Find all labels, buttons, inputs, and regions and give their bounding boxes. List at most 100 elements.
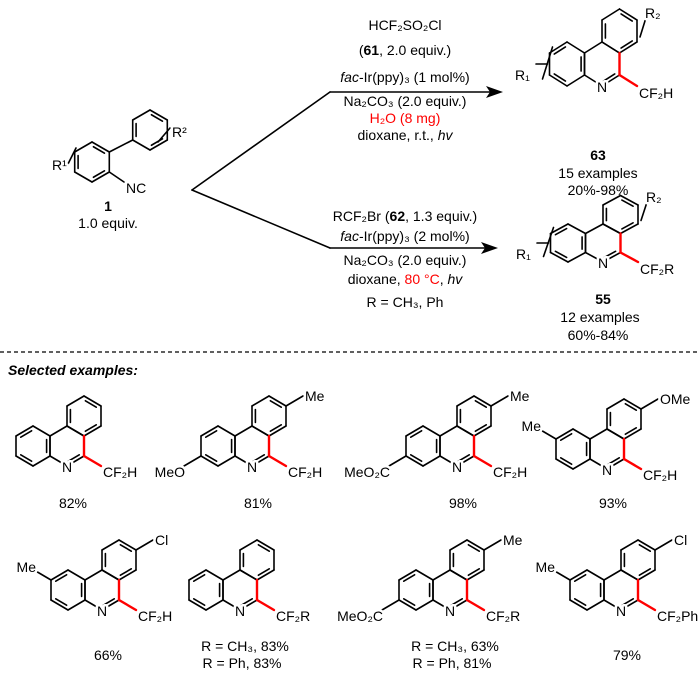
double-bond-line [620, 13, 634, 22]
reagent-equiv: (61, 2.0 equiv.) [359, 42, 451, 58]
bond [131, 109, 151, 121]
bond [268, 425, 287, 437]
double-bond-line [192, 598, 206, 607]
bond [398, 569, 417, 581]
double-bond-line [119, 543, 133, 552]
bond [32, 455, 51, 467]
substituent-label: CF₂H [639, 85, 673, 101]
compound-id: 63 [590, 147, 606, 163]
examples-count: 15 examples [558, 165, 637, 181]
bond [439, 425, 458, 437]
double-bond-line [409, 429, 423, 438]
bond [251, 425, 270, 437]
double-bond-line [559, 457, 573, 466]
nitrogen-label: N [597, 79, 607, 95]
substituent-label: CF₂H [493, 464, 527, 480]
reagent-label: RCF₂Br (62, 1.3 equiv.) [333, 208, 477, 224]
bond [50, 569, 69, 581]
double-bond-line [638, 568, 652, 577]
bond [601, 41, 621, 54]
double-bond-line [102, 598, 116, 607]
r1-label: R¹ [52, 157, 67, 173]
highlighted-substituent-bond [465, 598, 486, 612]
bond [101, 539, 120, 551]
arrow-head-lower [481, 242, 498, 254]
bond [239, 569, 258, 581]
bond [566, 74, 586, 87]
bond [432, 599, 451, 611]
bond [601, 8, 621, 21]
bond [606, 398, 625, 410]
double-bond-line [621, 598, 635, 607]
bond [188, 569, 207, 581]
starting-material: R¹ R² NC 1 1.0 equiv. [50, 122, 190, 232]
bond [449, 539, 468, 551]
bond [83, 425, 102, 437]
bond [606, 428, 625, 440]
double-bond-line [573, 598, 587, 607]
bond [398, 599, 417, 611]
substituent-label: Me [522, 418, 542, 434]
bond [549, 223, 569, 235]
bond [620, 599, 639, 611]
yield-range: 60%-84% [568, 327, 629, 343]
substituent-label: CF₂Ph [657, 608, 698, 624]
yield-label: R = Ph, 81% [413, 655, 492, 671]
bond [49, 425, 68, 437]
catalyst-label: fac-Ir(ppy)₃ (2 mol%) [340, 228, 469, 244]
nitrogen-label: N [602, 462, 612, 478]
nitrogen-label: N [598, 255, 608, 271]
substituent-bond [654, 539, 673, 551]
bond [234, 425, 253, 437]
double-bond-line [553, 73, 567, 82]
bond [73, 141, 93, 153]
bond [415, 599, 434, 611]
bond [601, 74, 621, 87]
bond [217, 455, 236, 467]
condition-label: dioxane, 80 °C, hv [348, 271, 464, 287]
double-bond-line [638, 543, 652, 552]
yield-label: 82% [59, 495, 87, 511]
product-55: R₁ R₂ N CF₂R 55 12 examples 60%-84% [514, 187, 677, 344]
double-bond-line [252, 454, 266, 463]
double-bond-line [19, 429, 33, 438]
bond [572, 458, 591, 470]
bond [101, 569, 120, 581]
substituent-bond [490, 395, 509, 407]
bond [222, 569, 241, 581]
branch-line-lower [191, 189, 331, 249]
double-bond-line [474, 424, 488, 433]
nitrogen-label: N [616, 603, 626, 619]
double-bond-line [257, 543, 271, 552]
bond [256, 539, 275, 551]
substituent-label: MeO [155, 464, 185, 480]
substituent-label: OMe [660, 391, 691, 407]
nitrogen-label: N [445, 603, 455, 619]
bond [473, 425, 492, 437]
bond [84, 599, 103, 611]
substituent-bond [388, 455, 407, 467]
bond [217, 425, 236, 437]
bond [49, 455, 68, 467]
substituent-bond [640, 398, 659, 410]
bond [66, 455, 85, 467]
bond [466, 569, 485, 581]
substituent-bond [135, 539, 154, 551]
highlighted-substituent-bond [255, 598, 276, 612]
substituent-label: Me [510, 388, 530, 404]
bond [623, 428, 642, 440]
r2-bond [639, 7, 650, 38]
r2-label: R₂ [645, 5, 661, 21]
yield-range: 20%-98% [568, 182, 629, 198]
yield-label: R = CH₃, 63% [411, 638, 499, 654]
double-bond-line [607, 457, 621, 466]
substituent-label: CF₂H [643, 467, 677, 483]
substituent-bond [183, 455, 202, 467]
highlighted-substituent-bond [622, 457, 643, 471]
double-bond-line [603, 250, 617, 259]
bond [405, 455, 424, 467]
bond [268, 395, 287, 407]
bond [73, 171, 93, 183]
highlighted-substituent-bond [619, 251, 640, 264]
